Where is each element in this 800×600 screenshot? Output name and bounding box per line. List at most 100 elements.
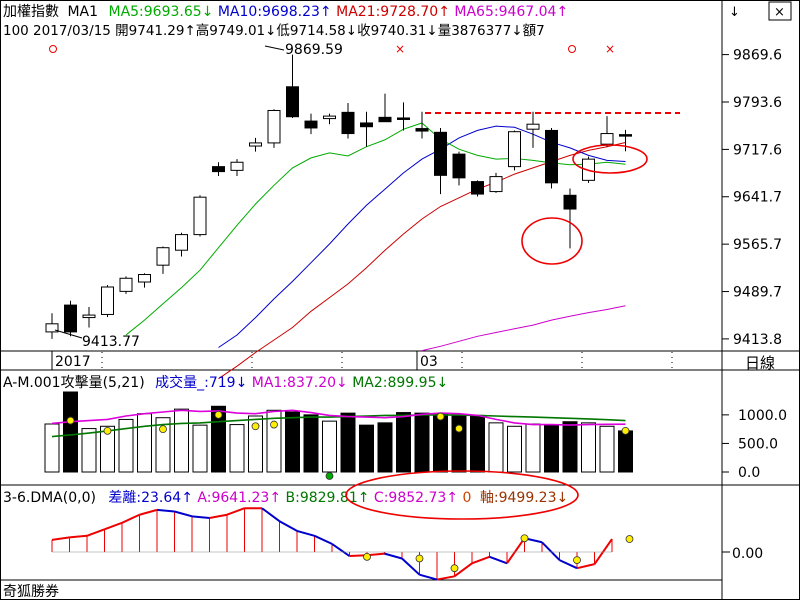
volume-signal-dot: [159, 425, 167, 434]
close-button[interactable]: [768, 1, 792, 21]
volume-bar: [433, 413, 448, 473]
volume-bars: [44, 391, 633, 473]
signal-circle-marker: [49, 45, 57, 53]
ma-label: MA1: [67, 4, 98, 20]
volume-bar: [599, 425, 615, 473]
low-annotation: 9413.77: [82, 334, 140, 350]
volume-bar: [303, 414, 319, 473]
volume-bar: [174, 408, 189, 473]
dma-signal-dot: [450, 564, 459, 573]
dma-line-segment: [593, 538, 613, 565]
dma-line-segment: [576, 563, 595, 570]
candle-body: [434, 131, 447, 176]
candle-body: [212, 166, 225, 173]
brand-label: 奇狐勝券: [3, 583, 59, 600]
index-title: 加權指數: [3, 4, 59, 20]
signal-circle-marker: [568, 45, 576, 53]
volume-bar: [507, 425, 522, 473]
candle-body: [64, 304, 77, 333]
volume-ma-lines: [51, 409, 626, 438]
volume-bar: [359, 424, 374, 473]
candle-body: [563, 194, 577, 210]
volume-signal-dot: [621, 426, 630, 435]
volume-bar: [451, 414, 467, 473]
dma-line-segment: [156, 508, 175, 513]
dma-a: A:9641.23↑: [197, 490, 281, 506]
dma-d: 0: [463, 490, 472, 506]
period-label[interactable]: 日線: [745, 354, 775, 372]
price-tick-label: 9565.7: [733, 237, 782, 253]
dma-line-segment: [51, 536, 70, 541]
candle-body: [156, 247, 170, 266]
volume-bar: [322, 420, 337, 473]
highlight-ellipse-ma-cross: [572, 144, 648, 174]
ma10-value: MA10:9698.23↑: [218, 4, 332, 20]
signal-cross-marker: ×: [605, 42, 615, 56]
dma-line: [51, 507, 613, 581]
candle-body: [193, 196, 207, 236]
candle-body: [619, 134, 632, 137]
dma-line-segment: [104, 521, 123, 531]
volume-signal-dot: [270, 420, 278, 429]
dma-signal-dot: [415, 554, 424, 563]
ma21-line: [218, 142, 626, 380]
volume-bar: [562, 421, 578, 473]
dma-line-segment: [489, 555, 508, 565]
volume-bar: [266, 409, 282, 473]
volume-bar: [544, 424, 559, 473]
volume-bar: [396, 412, 411, 473]
dma-axis-value: 軸:9499.23↓: [480, 490, 568, 506]
volume-bar: [192, 424, 208, 473]
volume-title: A-M.001攻擊量(5,21): [3, 374, 145, 391]
dma-line-segment: [471, 555, 490, 565]
volume-signal-dot: [103, 426, 112, 435]
volume-bar: [618, 430, 633, 473]
ma5-line: [125, 122, 626, 336]
dma-line-segment: [436, 575, 455, 581]
x-label-year: 2017: [55, 354, 91, 370]
volume-bar: [414, 412, 430, 473]
candle-body: [286, 86, 299, 118]
volume-bar: [248, 415, 263, 473]
candle-body: [341, 111, 355, 135]
volume-signal-dot: [66, 416, 75, 425]
volume-bar: [525, 423, 541, 473]
volume-bar: [137, 413, 152, 473]
dma-line-segment: [174, 510, 193, 518]
candle-body: [397, 117, 410, 120]
candle-body: [508, 131, 521, 168]
volume-tick-label: 1000.0: [738, 408, 787, 424]
ma65-value: MA65:9467.04↑: [454, 4, 568, 20]
down-arrow-icon[interactable]: ↓: [729, 5, 740, 20]
price-tick-label: 9641.7: [733, 190, 782, 206]
dma-line-segment: [261, 507, 281, 523]
dma-line-segment: [384, 552, 403, 560]
volume-signal-dot: [436, 412, 445, 421]
dma-line-segment: [453, 562, 473, 578]
ma65-line: [421, 305, 626, 352]
x-label-month: 03: [420, 354, 438, 370]
candle-body: [526, 123, 540, 130]
close-icon[interactable]: ×: [774, 5, 785, 20]
dma-signal-dot: [520, 534, 529, 543]
dma-zero-label: 0.00: [732, 546, 763, 562]
candle-body: [138, 274, 151, 283]
candle-body: [175, 234, 188, 251]
volume-bar: [581, 422, 596, 473]
volume-bar: [155, 417, 171, 473]
volume-bar: [63, 391, 78, 473]
dma-signal-dot: [363, 552, 371, 561]
candle-body: [304, 120, 318, 129]
dma-line-segment: [191, 515, 210, 519]
dma-b: B:9829.81↑: [286, 490, 370, 506]
volume-bar: [285, 411, 300, 473]
price-tick-label: 9717.6: [733, 142, 782, 158]
candle-body: [119, 277, 133, 292]
volume-signal-dot: [325, 472, 334, 480]
candle-body: [378, 116, 392, 123]
dma-line-segment: [226, 507, 245, 516]
volume-signal-dot: [251, 422, 260, 431]
dma-line-segment: [121, 513, 140, 524]
signal-cross-marker: ×: [395, 42, 405, 56]
